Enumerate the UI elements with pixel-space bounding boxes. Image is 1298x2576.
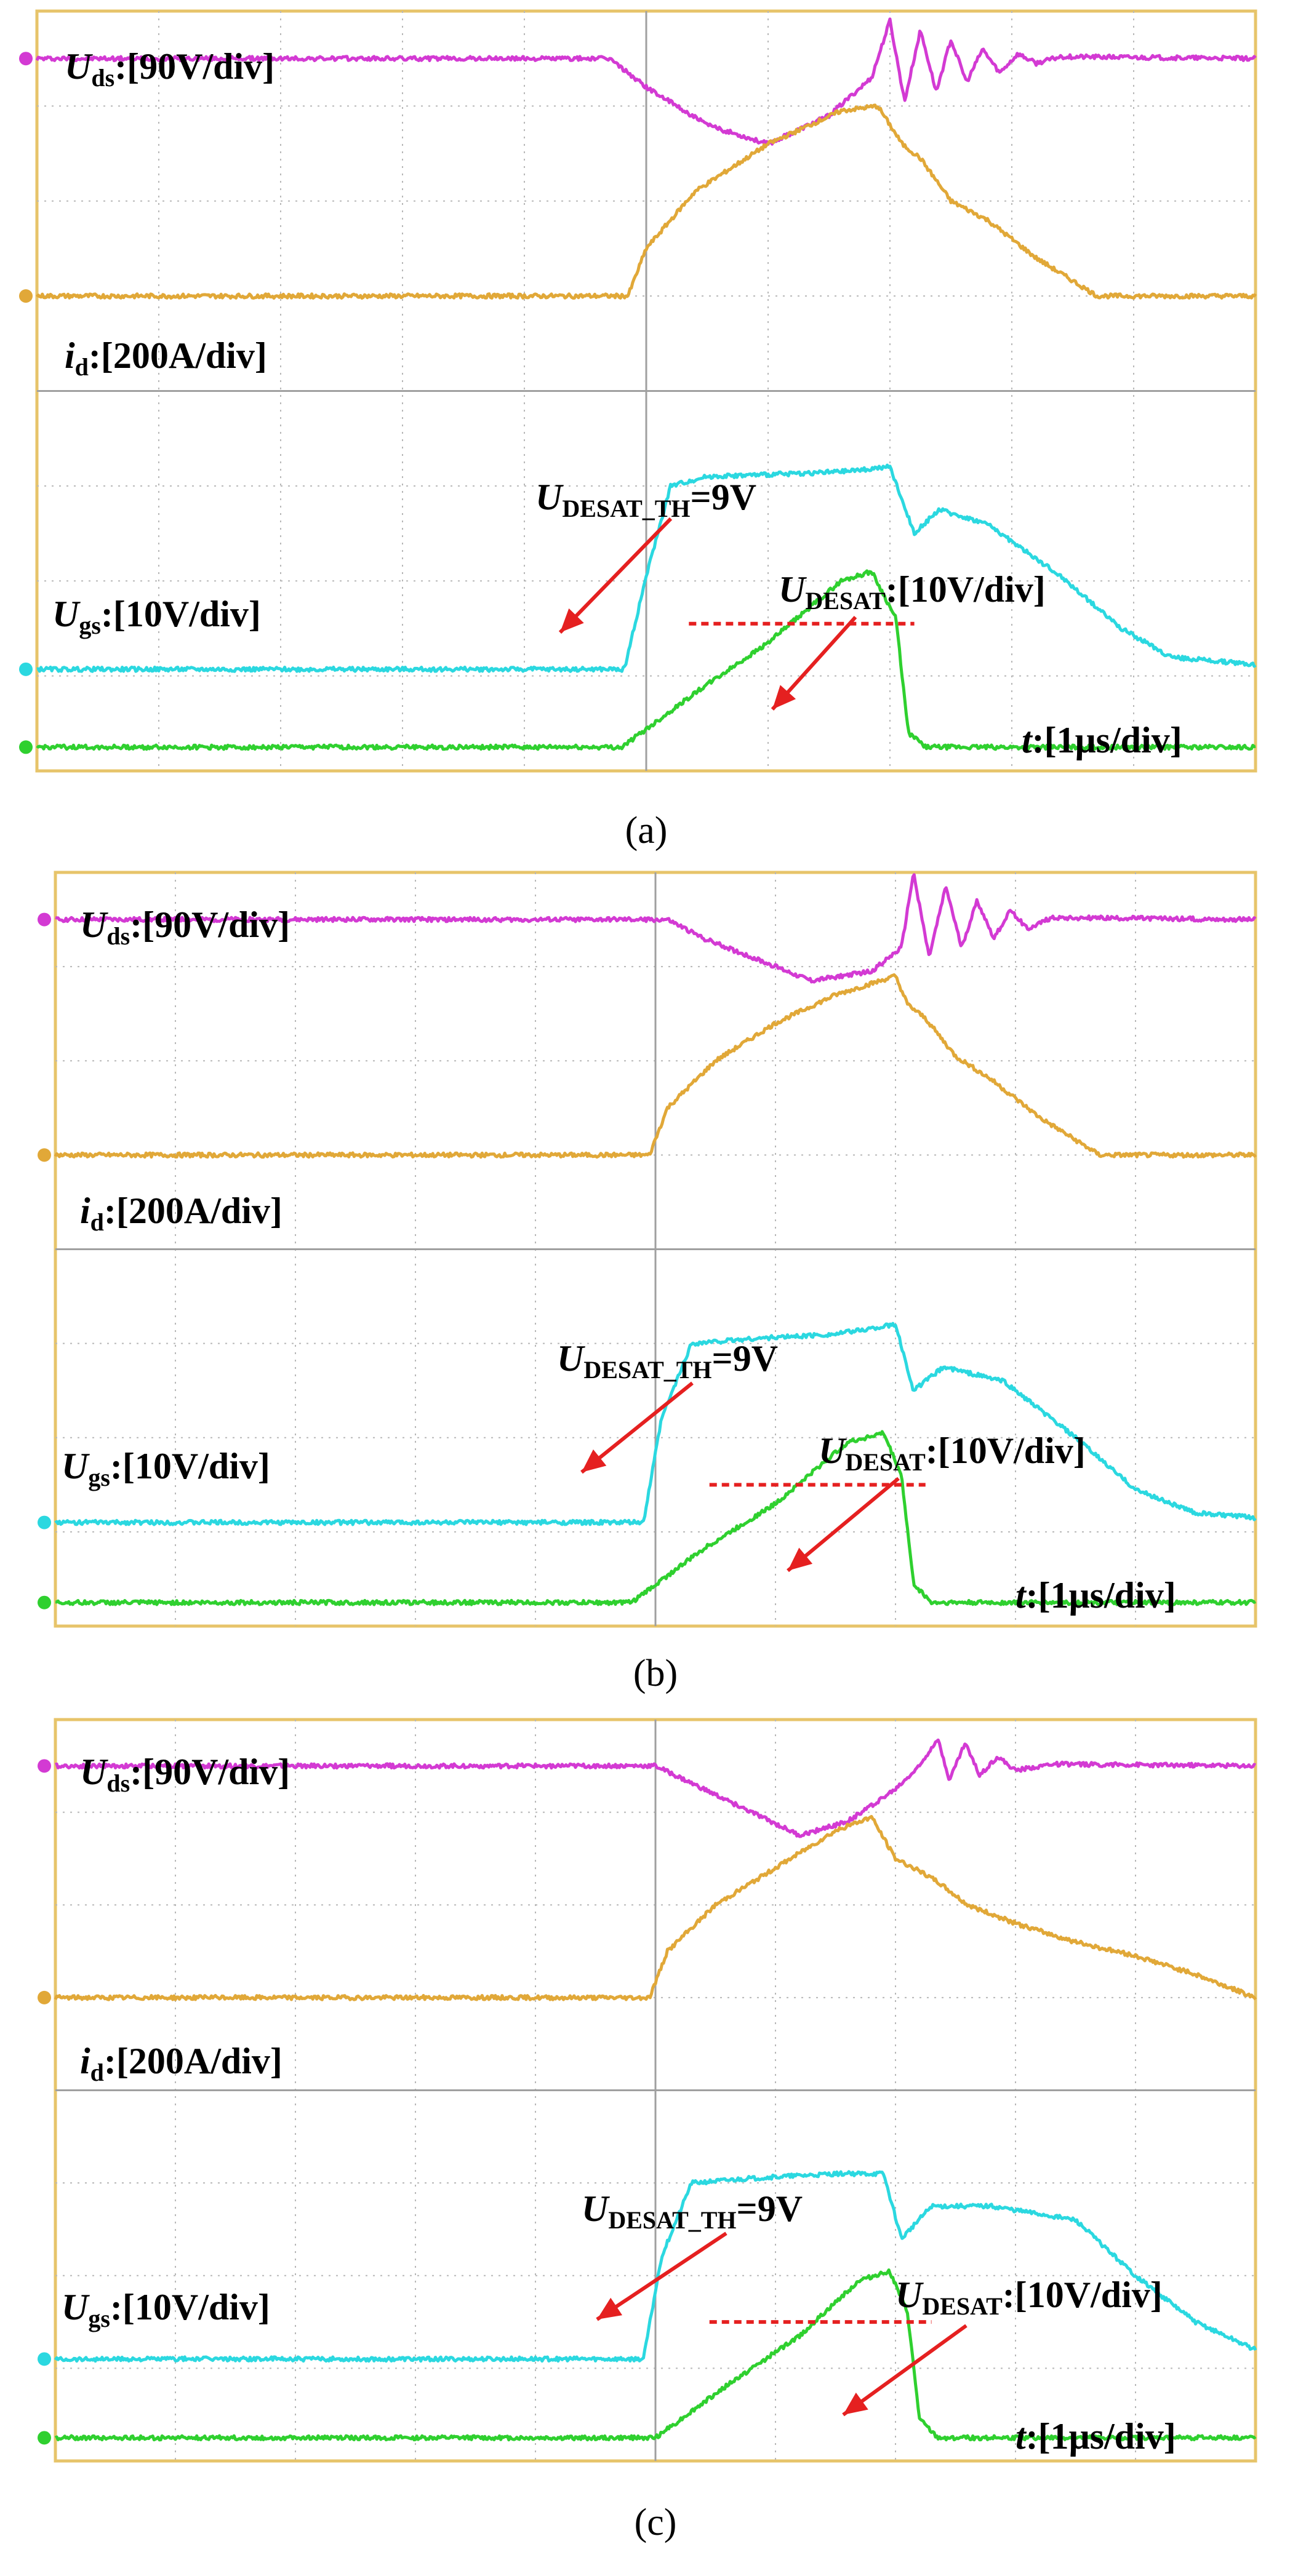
label-udesat-th: UDESAT_TH=9V (557, 1338, 778, 1384)
channel-marker-gs (19, 662, 33, 676)
trace-ds (35, 17, 1257, 146)
label-udesat: UDESAT:[10V/div] (895, 2275, 1163, 2320)
trace-d (54, 973, 1257, 1159)
channel-marker-gs (38, 1515, 51, 1529)
arrow-head-icon (788, 1547, 813, 1571)
panel-b: Uds:[90V/div] id:[200A/div] Ugs:[10V/div] U… (38, 871, 1257, 1694)
panel-caption: (c) (635, 2502, 677, 2543)
label-udesat-th: UDESAT_TH=9V (535, 477, 756, 522)
trace-ds (55, 873, 1257, 984)
channel-marker-ds (38, 1759, 51, 1773)
arrow-head-icon (772, 685, 796, 709)
label-time-scale: t:[1μs/div] (1022, 720, 1182, 760)
panel-caption: (b) (633, 1653, 678, 1694)
channel-marker-ds (38, 912, 51, 927)
panel-c: Uds:[90V/div] id:[200A/div] Ugs:[10V/div] U… (38, 1718, 1257, 2543)
channel-marker-ds (19, 52, 33, 66)
trace-d (54, 1815, 1257, 2001)
panel-a: Uds:[90V/div] id:[200A/div] Ugs:[10V/div] U… (19, 9, 1257, 851)
annotation-arrow-threshold (596, 2231, 727, 2321)
label-uds: Uds:[90V/div] (80, 1752, 290, 1797)
trace-gs (54, 1322, 1257, 1526)
label-ugs: Ugs:[10V/div] (62, 2287, 270, 2332)
trace-desat (55, 1430, 1257, 1606)
arrow-head-icon (582, 1449, 607, 1472)
trace-ds (54, 1738, 1257, 1838)
label-udesat: UDESAT:[10V/div] (779, 569, 1046, 615)
channel-marker-desat (19, 740, 33, 754)
arrow-head-icon (597, 2297, 623, 2319)
annotation-arrow-udesat (787, 1477, 900, 1573)
label-uds: Uds:[90V/div] (80, 904, 290, 950)
label-id: id:[200A/div] (80, 1190, 282, 1236)
arrow-head-icon (560, 608, 584, 632)
channel-marker-d (19, 289, 33, 303)
arrow-head-icon (843, 2392, 868, 2415)
annotation-arrow-threshold (580, 1381, 694, 1474)
channel-marker-desat (38, 2431, 51, 2445)
annotation-arrow-udesat (842, 2324, 967, 2417)
label-id: id:[200A/div] (65, 335, 267, 381)
trace-desat (36, 569, 1256, 751)
channel-marker-d (38, 1990, 51, 2004)
label-time-scale: t:[1μs/div] (1016, 1575, 1176, 1616)
label-time-scale: t:[1μs/div] (1016, 2416, 1176, 2457)
trace-desat (54, 2268, 1257, 2442)
label-udesat: UDESAT:[10V/div] (819, 1430, 1086, 1476)
label-id: id:[200A/div] (80, 2041, 282, 2086)
channel-marker-desat (38, 1595, 51, 1609)
label-uds: Uds:[90V/div] (65, 46, 274, 92)
channel-marker-d (38, 1148, 51, 1162)
panel-caption: (a) (625, 810, 668, 851)
label-ugs: Ugs:[10V/div] (52, 594, 261, 639)
label-udesat-th: UDESAT_TH=9V (582, 2188, 803, 2234)
channel-marker-gs (38, 2352, 51, 2366)
trace-gs (54, 2170, 1257, 2363)
label-ugs: Ugs:[10V/div] (62, 1446, 270, 1491)
trace-gs (36, 463, 1257, 673)
trace-d (36, 103, 1257, 300)
annotation-arrow-threshold (558, 517, 673, 634)
